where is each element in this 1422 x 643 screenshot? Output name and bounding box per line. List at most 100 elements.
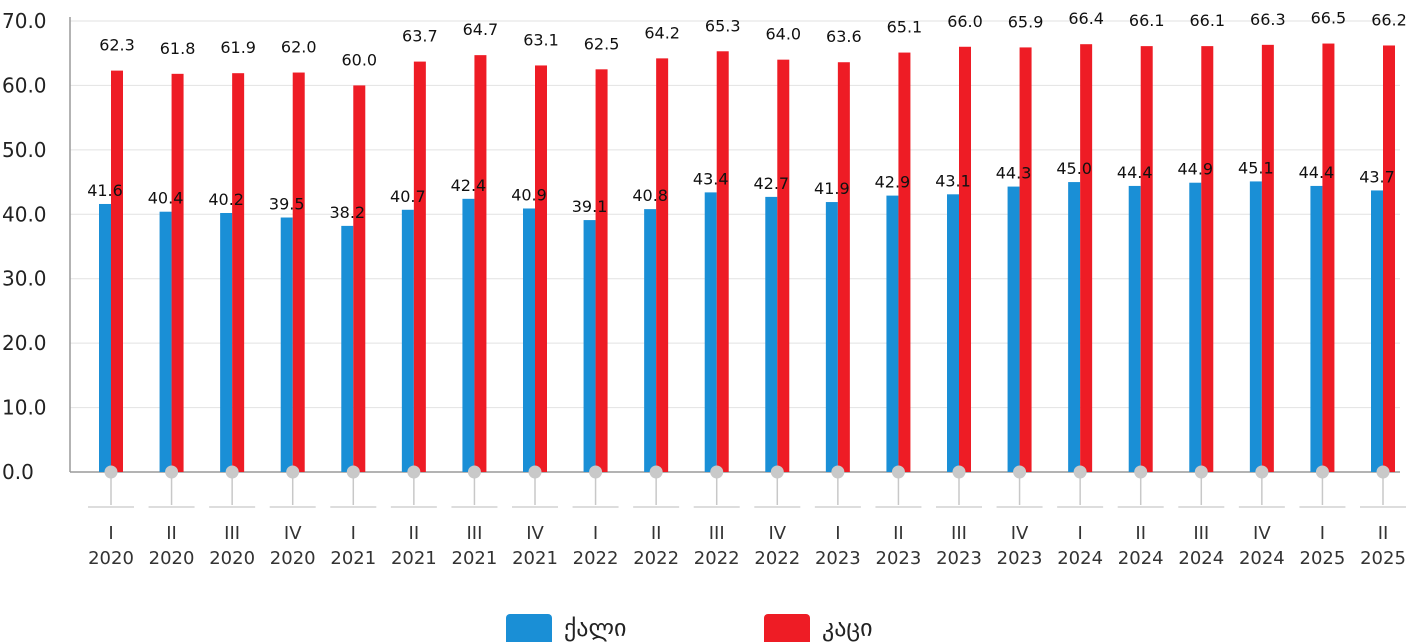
data-label-female-2: 40.2 [208,190,244,209]
x-tick-year-12: 2023 [815,548,861,569]
bar-female-5 [401,209,414,473]
x-tick-quarter-16: I [1077,523,1082,544]
x-tick-quarter-1: II [166,523,177,544]
x-tick-year-17: 2024 [1118,548,1164,569]
x-tick-year-15: 2023 [997,548,1043,569]
bar-female-7 [523,208,535,473]
data-label-female-14: 43.1 [935,171,971,190]
tick-dot-10 [710,465,724,479]
x-tick-year-8: 2022 [573,548,619,569]
x-tick-year-4: 2021 [330,548,376,569]
data-label-male-20: 66.5 [1311,9,1347,28]
tick-dot-11 [770,465,784,479]
legend-label-female: ქალი [564,614,627,642]
data-label-male-21: 66.2 [1371,10,1407,29]
bar-female-16 [1068,182,1081,473]
bar-female-21 [1371,190,1383,472]
x-tick-year-7: 2021 [512,548,558,569]
data-label-female-18: 44.9 [1177,160,1213,179]
bar-female-17 [1128,185,1141,473]
tick-dot-5 [407,465,421,479]
data-label-male-3: 62.0 [281,38,317,57]
bar-male-6 [474,55,487,472]
bar-male-20 [1322,43,1335,473]
x-tick-year-9: 2022 [633,548,679,569]
tick-dot-0 [104,465,118,479]
data-label-female-15: 44.3 [996,164,1032,183]
bar-male-8 [595,69,608,473]
bar-male-2 [232,73,245,473]
y-tick-label-3: 30.0 [2,267,47,291]
x-tick-year-3: 2020 [270,548,316,569]
data-label-female-6: 42.4 [451,176,487,195]
bar-female-19 [1249,181,1262,473]
x-tick-quarter-19: IV [1253,523,1271,544]
x-tick-year-13: 2023 [876,548,922,569]
y-tick-label-0: 0.0 [2,460,34,484]
x-tick-year-0: 2020 [88,548,134,569]
bar-male-1 [171,73,184,473]
x-tick-year-10: 2022 [694,548,740,569]
data-label-male-16: 66.4 [1068,9,1104,28]
x-tick-quarter-18: III [1193,523,1209,544]
bar-male-15 [1019,47,1032,473]
bar-male-11 [777,59,790,473]
x-tick-year-21: 2025 [1360,548,1406,569]
bar-female-18 [1189,182,1202,473]
data-label-male-14: 66.0 [947,12,983,31]
data-label-female-11: 42.7 [753,174,789,193]
x-tick-year-1: 2020 [149,548,195,569]
bar-female-15 [1007,186,1020,472]
bar-male-19 [1261,44,1274,473]
data-label-male-17: 66.1 [1129,11,1165,30]
data-label-male-0: 62.3 [99,36,135,55]
x-tick-quarter-13: II [893,523,904,544]
bar-female-11 [765,196,778,472]
tick-dot-18 [1194,465,1208,479]
x-tick-quarter-8: I [593,523,598,544]
data-label-female-17: 44.4 [1117,163,1153,182]
data-label-male-12: 63.6 [826,27,862,46]
tick-dot-19 [1255,465,1269,479]
bar-female-14 [947,194,959,472]
bar-female-20 [1310,185,1323,473]
data-label-male-10: 65.3 [705,16,741,35]
tick-dot-17 [1134,465,1148,479]
bar-female-9 [644,209,657,473]
bar-female-4 [341,225,354,472]
tick-dot-20 [1315,465,1329,479]
x-tick-year-14: 2023 [936,548,982,569]
x-tick-quarter-3: IV [284,523,302,544]
data-label-male-6: 64.7 [463,20,499,39]
data-label-female-9: 40.8 [632,186,668,205]
x-tick-year-20: 2025 [1300,548,1346,569]
x-tick-year-11: 2022 [754,548,800,569]
y-tick-label-4: 40.0 [2,202,47,226]
bar-chart: 0.0 10.0 20.0 30.0 40.0 50.0 60.0 70.0 41.6 62.3 I… [2,9,1407,569]
data-label-male-15: 65.9 [1008,12,1044,31]
bar-male-3 [292,72,305,473]
tick-dot-9 [649,465,663,479]
data-label-female-20: 44.4 [1299,163,1335,182]
bar-female-1 [159,211,172,473]
y-tick-label-2: 20.0 [2,331,47,355]
legend-item-female: ქალი [506,614,626,642]
x-tick-quarter-7: IV [526,523,544,544]
legend-swatch-female [506,614,552,642]
x-tick-year-19: 2024 [1239,548,1285,569]
data-label-male-7: 63.1 [523,30,559,49]
bar-male-18 [1201,46,1214,473]
data-label-female-19: 45.1 [1238,158,1274,177]
bar-male-7 [535,65,547,472]
bar-male-14 [959,46,971,473]
y-tick-label-1: 10.0 [2,396,47,420]
data-label-female-16: 45.0 [1056,159,1092,178]
y-tick-label-7: 70.0 [2,9,47,33]
data-label-male-2: 61.9 [220,38,256,57]
x-tick-quarter-14: III [951,523,967,544]
tick-dot-7 [528,465,542,479]
data-label-female-3: 39.5 [269,195,305,214]
data-label-male-8: 62.5 [584,34,620,53]
data-label-female-21: 43.7 [1359,167,1395,186]
tick-dot-8 [589,465,603,479]
